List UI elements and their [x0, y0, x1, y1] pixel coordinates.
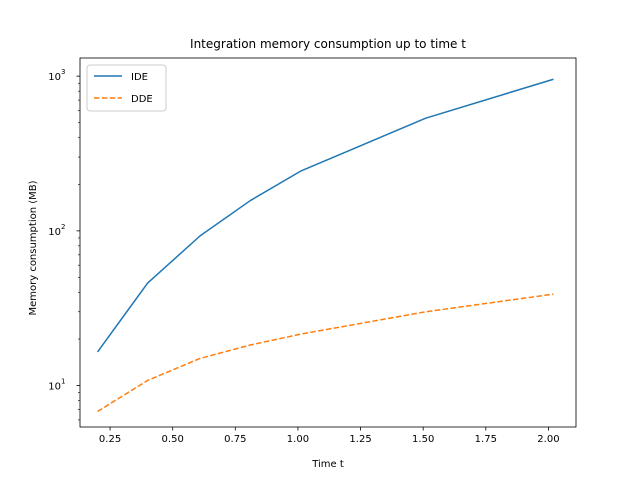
- y-tick-label-exponent: 3: [61, 68, 65, 76]
- x-tick-label: 1.25: [349, 434, 371, 445]
- legend-box: [86, 64, 167, 112]
- x-tick-label: 1.50: [412, 434, 434, 445]
- series-line-dde: [97, 293, 554, 413]
- x-tick-label: 1.00: [287, 434, 309, 445]
- axes-frame: [79, 57, 577, 428]
- legend: IDE DDE: [86, 64, 167, 112]
- y-axis-label: Memory consumption (MB): [28, 180, 39, 315]
- y-tick-label: 10: [48, 227, 61, 238]
- legend-label-ide: IDE: [131, 72, 148, 83]
- y-tick-label: 10: [48, 382, 61, 393]
- y-tick-label: 10: [48, 72, 61, 83]
- legend-label-dde: DDE: [131, 94, 153, 105]
- x-tick-label: 0.25: [99, 434, 121, 445]
- y-tick-label-exponent: 2: [61, 223, 65, 231]
- y-tick-label-exponent: 1: [61, 378, 65, 386]
- chart-title: Integration memory consumption up to tim…: [190, 37, 466, 51]
- x-tick-label: 2.00: [537, 434, 559, 445]
- x-tick-label: 1.75: [475, 434, 497, 445]
- x-tick-label: 0.75: [224, 434, 246, 445]
- x-axis-label: Time t: [311, 459, 344, 470]
- series-line-ide: [96, 78, 554, 353]
- x-tick-label: 0.50: [162, 434, 184, 445]
